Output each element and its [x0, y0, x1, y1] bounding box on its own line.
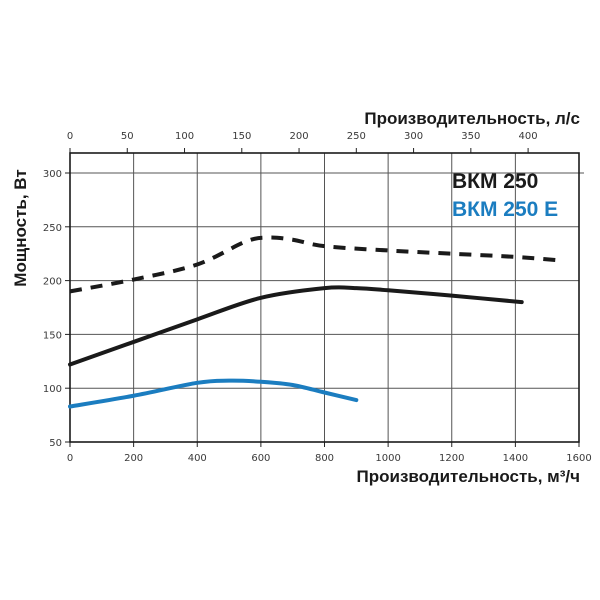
x-tick-label: 1600 [566, 453, 591, 464]
x2-tick-label: 200 [290, 131, 309, 142]
x2-tick-label: 350 [461, 131, 480, 142]
x2-tick-label: 250 [347, 131, 366, 142]
legend-item-vkm250: ВКМ 250 [452, 170, 538, 193]
x-tick-label: 200 [124, 453, 143, 464]
plot-frame [69, 152, 580, 443]
y-tick-label: 100 [43, 384, 62, 395]
x-tick-label: 600 [251, 453, 270, 464]
x2-tick-label: 300 [404, 131, 423, 142]
legend-item-vkm250e: ВКМ 250 Е [452, 198, 558, 221]
x2-tick-label: 100 [175, 131, 194, 142]
x-tick-label: 800 [315, 453, 334, 464]
y-tick-label: 300 [43, 169, 62, 180]
series-line-0 [69, 235, 557, 294]
y-tick-label: 200 [43, 277, 62, 288]
x-tick-label: 1400 [503, 453, 528, 464]
y-tick-label: 150 [43, 330, 62, 341]
x2-axis-title: Производительность, л/с [364, 109, 580, 128]
y-tick-label: 50 [49, 438, 62, 449]
x2-tick-label: 50 [121, 131, 134, 142]
x2-tick-label: 400 [519, 131, 538, 142]
y-tick-label: 250 [43, 223, 62, 234]
x-tick-label: 0 [67, 453, 73, 464]
x-tick-label: 1200 [439, 453, 464, 464]
x-tick-label: 1000 [375, 453, 400, 464]
x-axis-title: Производительность, м³/ч [357, 467, 580, 486]
series-line-2 [68, 378, 359, 409]
x2-tick-label: 0 [67, 131, 73, 142]
x-tick-label: 400 [188, 453, 207, 464]
y-axis-title: Мощность, Вт [11, 169, 30, 286]
series-line-1 [68, 285, 524, 367]
x2-tick-label: 150 [232, 131, 251, 142]
